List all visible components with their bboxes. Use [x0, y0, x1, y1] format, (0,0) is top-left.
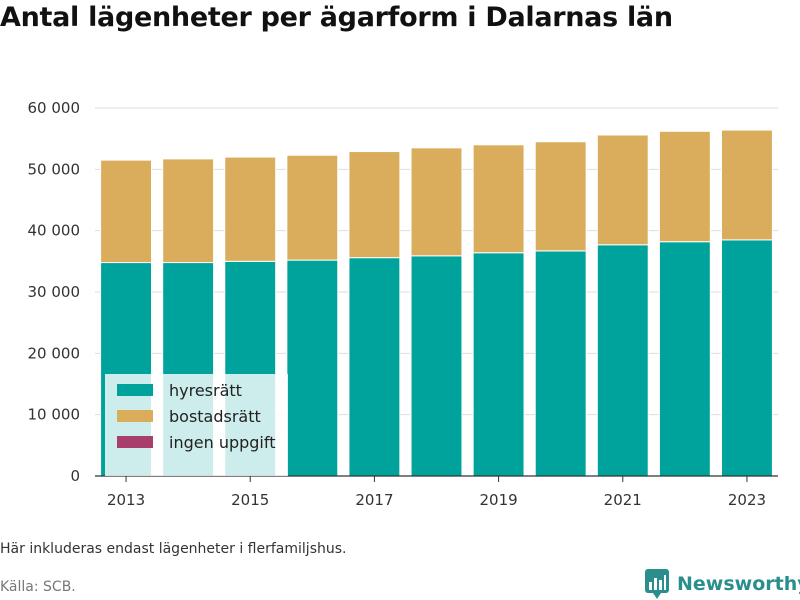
- bar-segment: [410, 147, 463, 257]
- bar-segment: [286, 154, 339, 261]
- y-tick-label: 50 000: [28, 160, 81, 178]
- x-tick-label: 2015: [231, 491, 269, 509]
- legend-swatch: [117, 384, 153, 396]
- y-tick-label: 20 000: [28, 344, 81, 362]
- chart-title: Antal lägenheter per ägarform i Dalarnas…: [0, 2, 673, 33]
- bar-chart: 0 10 000 20 000 30 000 40 000 50 000 60 000 20…: [28, 99, 778, 509]
- x-axis-ticks: 2013 2015 2017 2019 2021 2023: [107, 476, 766, 509]
- y-tick-label: 0: [70, 467, 80, 485]
- y-axis-labels: 0 10 000 20 000 30 000 40 000 50 000 60 000: [28, 99, 81, 485]
- bar-segment: [658, 130, 711, 243]
- source-note: Källa: SCB.: [0, 579, 76, 595]
- brand-name: Newsworthy: [677, 573, 800, 595]
- x-tick-label: 2013: [107, 491, 145, 509]
- brand-logo[interactable]: Newsworthy: [645, 569, 800, 599]
- bar-segment: [534, 250, 587, 477]
- bar-segment: [596, 134, 649, 246]
- bars: [100, 129, 773, 477]
- x-tick-label: 2023: [728, 491, 766, 509]
- bar-segment: [348, 151, 401, 259]
- bar-segment: [534, 141, 587, 252]
- legend-label: bostadsrätt: [169, 407, 261, 426]
- y-tick-label: 40 000: [28, 222, 81, 240]
- legend-label: hyresrätt: [169, 381, 242, 400]
- bar-segment: [100, 159, 153, 264]
- bar-segment: [286, 259, 339, 477]
- bar-segment: [720, 239, 773, 477]
- bar-segment: [410, 255, 463, 477]
- bar-segment: [348, 257, 401, 477]
- bar-segment: [162, 158, 215, 264]
- bar-chart-logo-icon: [645, 569, 669, 599]
- legend-label: ingen uppgift: [169, 433, 276, 452]
- bar-segment: [658, 241, 711, 477]
- x-tick-label: 2021: [604, 491, 642, 509]
- x-tick-label: 2019: [479, 491, 517, 509]
- y-tick-label: 60 000: [28, 99, 81, 117]
- x-tick-label: 2017: [355, 491, 393, 509]
- y-tick-label: 10 000: [28, 406, 81, 424]
- legend: hyresrätt bostadsrätt ingen uppgift: [105, 374, 288, 476]
- bar-segment: [472, 144, 525, 254]
- bar-segment: [596, 244, 649, 477]
- legend-swatch: [117, 410, 153, 422]
- legend-swatch: [117, 436, 153, 448]
- y-tick-label: 30 000: [28, 283, 81, 301]
- footnote: Här inkluderas endast lägenheter i flerf…: [0, 541, 347, 557]
- bar-segment: [720, 129, 773, 241]
- bar-segment: [224, 156, 277, 262]
- bar-segment: [472, 252, 525, 477]
